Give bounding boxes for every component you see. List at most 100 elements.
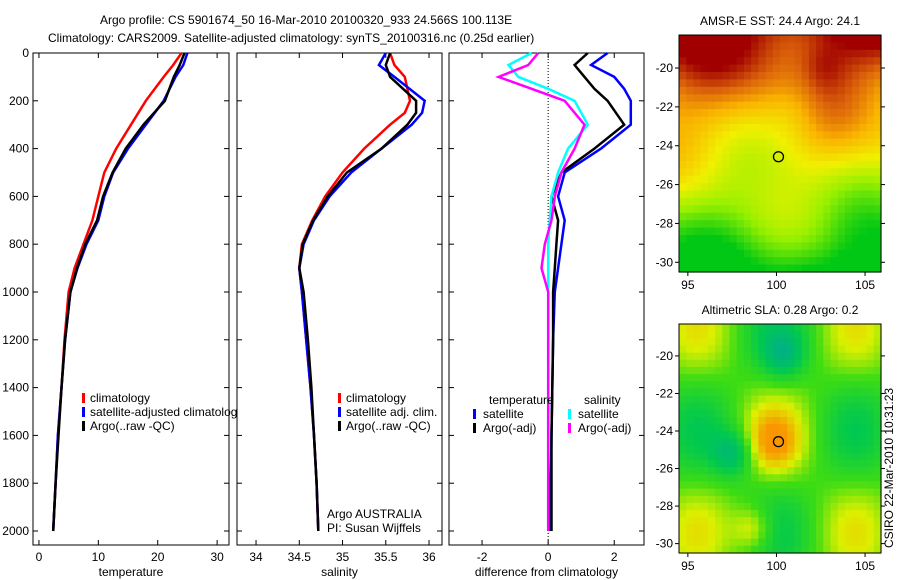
map-cell [758, 190, 767, 199]
map-cell [707, 123, 716, 132]
map-cell [808, 460, 817, 468]
map-cell [693, 86, 702, 95]
map-cell [859, 257, 868, 266]
map-cell [859, 264, 868, 273]
map-cell [852, 190, 860, 199]
map-cell [873, 424, 882, 432]
map-cell [736, 481, 745, 490]
map-cell [794, 205, 803, 214]
map-cell [693, 495, 702, 504]
map-cell [758, 538, 767, 547]
map-cell [837, 86, 846, 95]
map-cell [844, 212, 853, 221]
map-cell [700, 35, 709, 43]
map-cell [852, 242, 860, 251]
map-cell [751, 57, 759, 66]
map-cell [866, 381, 875, 390]
map-cell [837, 438, 846, 447]
map-cell [852, 395, 860, 404]
map-cell [772, 79, 781, 88]
map-cell [772, 452, 781, 461]
y-tick-label: 1000 [2, 285, 29, 299]
map-cell [772, 445, 781, 454]
map-cell [844, 79, 853, 88]
map-cell [707, 495, 716, 504]
map-cell [700, 402, 709, 411]
map-cell [715, 445, 723, 454]
map-cell [801, 131, 810, 140]
map-cell [722, 460, 731, 468]
map-cell [679, 345, 687, 354]
map-cell [808, 467, 817, 475]
map-cell [859, 146, 868, 155]
map-cell [801, 409, 810, 418]
map-cell [852, 417, 860, 425]
y-tick-label: -28 [656, 216, 674, 230]
map-cell [700, 264, 709, 273]
map-cell [700, 197, 709, 206]
map-cell [837, 467, 846, 475]
map-cell [823, 467, 832, 475]
map-cell [765, 264, 774, 273]
map-cell [816, 101, 824, 110]
figure-title-line2: Climatology: CARS2009. Satellite-adjuste… [48, 31, 534, 45]
csiro-timestamp: CSIRO 22-Mar-2010 10:31:23 [882, 388, 896, 548]
map-cell [707, 517, 716, 525]
map-cell [866, 42, 875, 51]
map-cell [715, 153, 723, 162]
map-cell [780, 431, 788, 440]
map-cell [765, 445, 774, 454]
map-cell [758, 235, 767, 243]
map-cell [765, 324, 774, 332]
map-cell [715, 517, 723, 525]
map-cell [743, 381, 752, 390]
map-cell [808, 402, 817, 411]
map-cell [743, 42, 752, 51]
map-cell [873, 49, 882, 58]
map-cell [801, 474, 810, 483]
map-cell [729, 331, 738, 339]
map-cell [722, 510, 731, 518]
map-cell [816, 49, 824, 58]
map-cell [758, 42, 767, 51]
map-cell [715, 264, 723, 273]
map-cell [693, 402, 702, 411]
map-cell [801, 190, 810, 199]
map-cell [866, 249, 875, 258]
map-cell [729, 524, 738, 533]
map-cell [859, 359, 868, 368]
map-cell [686, 424, 694, 432]
map-cell [772, 94, 781, 103]
map-cell [830, 352, 839, 361]
map-cell [830, 138, 839, 147]
map-cell [722, 409, 731, 418]
map-cell [722, 175, 731, 184]
map-cell [679, 138, 687, 147]
map-cell [679, 467, 687, 475]
map-cell [751, 86, 759, 95]
map-cell [693, 160, 702, 169]
map-cell [780, 460, 788, 468]
map-cell [780, 101, 788, 110]
map-cell [686, 190, 694, 199]
map-cell [686, 366, 694, 375]
map-cell [693, 538, 702, 547]
map-cell [873, 395, 882, 404]
map-cell [743, 197, 752, 206]
map-cell [693, 42, 702, 51]
map-cell [679, 545, 687, 554]
map-cell [707, 345, 716, 354]
map-cell [679, 235, 687, 243]
map-cell [823, 190, 832, 199]
map-cell [780, 64, 788, 73]
map-cell [765, 160, 774, 169]
map-cell [700, 424, 709, 432]
map-cell [765, 116, 774, 125]
map-cell [758, 381, 767, 390]
map-cell [765, 366, 774, 375]
map-cell [765, 517, 774, 525]
map-cell [787, 197, 795, 206]
map-cell [700, 374, 709, 382]
map-cell [816, 452, 824, 461]
map-cell [780, 366, 788, 375]
